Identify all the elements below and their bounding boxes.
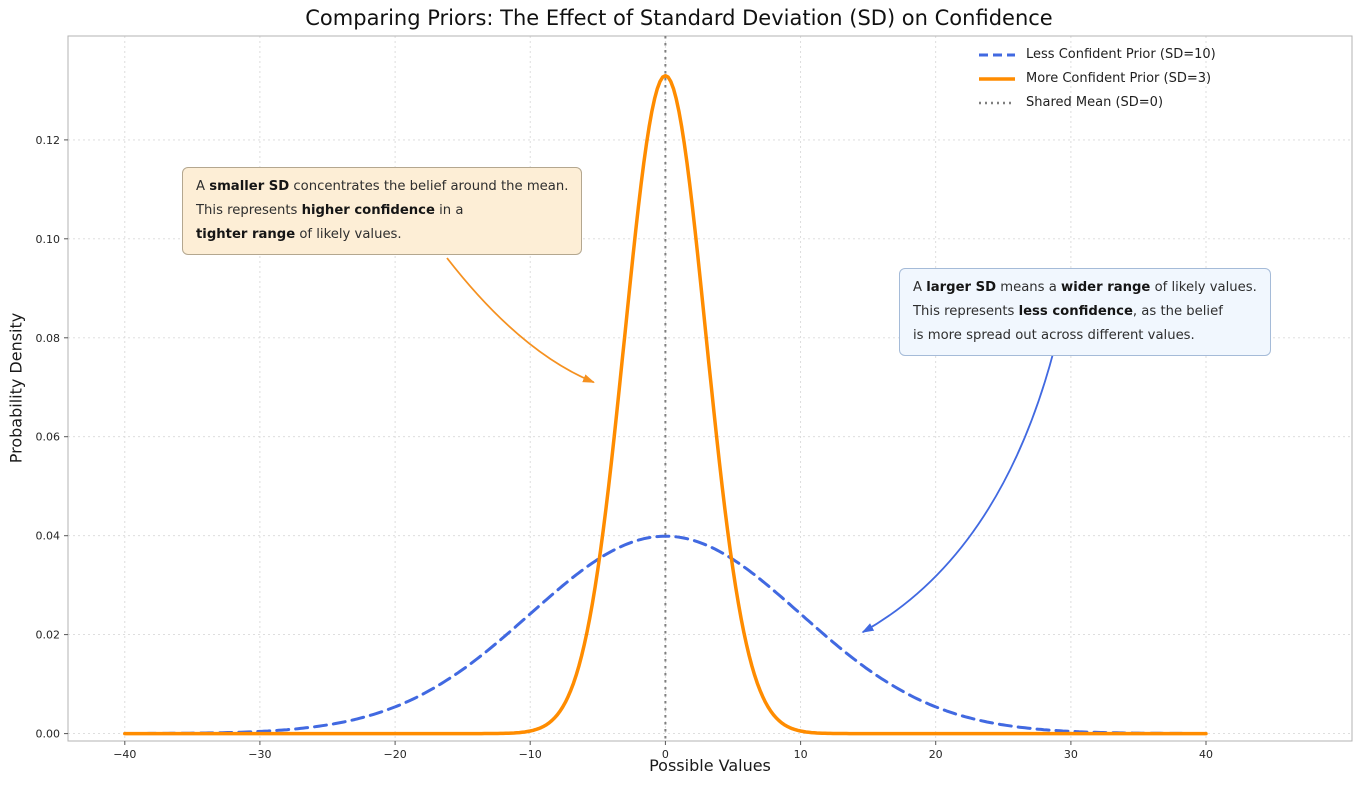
y-tick-label: 0.02 bbox=[36, 629, 61, 642]
legend-item: Shared Mean (SD=0) bbox=[978, 95, 1216, 110]
y-tick-label: 0.00 bbox=[36, 728, 61, 741]
annotation-arrow-smaller-sd bbox=[446, 257, 595, 384]
y-tick-label: 0.06 bbox=[36, 431, 61, 444]
x-tick-label: 30 bbox=[1064, 748, 1078, 761]
plot-border bbox=[67, 35, 1353, 742]
x-axis-label: Possible Values bbox=[649, 756, 771, 775]
annotation-line: This represents higher confidence in a bbox=[196, 203, 464, 218]
legend-item: Less Confident Prior (SD=10) bbox=[978, 47, 1216, 62]
x-tick-label: 20 bbox=[929, 748, 943, 761]
series-line-1 bbox=[123, 73, 1208, 736]
annotation-line: This represents less confidence, as the … bbox=[913, 304, 1223, 319]
x-tick-label: −40 bbox=[113, 748, 136, 761]
annotation-line: A smaller SD concentrates the belief aro… bbox=[196, 179, 569, 194]
legend-line-swatch bbox=[979, 53, 1015, 56]
legend-line-swatch bbox=[979, 76, 1015, 81]
annotation-smaller-sd: A smaller SD concentrates the belief aro… bbox=[182, 167, 583, 255]
x-tick-label: 10 bbox=[794, 748, 808, 761]
y-tick-label: 0.10 bbox=[36, 233, 61, 246]
annotation-arrow-larger-sd bbox=[861, 349, 1055, 633]
x-tick-label: −10 bbox=[519, 748, 542, 761]
legend-item: More Confident Prior (SD=3) bbox=[978, 71, 1216, 86]
legend-label: Less Confident Prior (SD=10) bbox=[1026, 47, 1216, 62]
annotation-line: is more spread out across different valu… bbox=[913, 328, 1195, 343]
legend-label: Shared Mean (SD=0) bbox=[1026, 95, 1164, 110]
x-tick-label: 40 bbox=[1199, 748, 1213, 761]
y-tick-label: 0.04 bbox=[36, 530, 61, 543]
annotation-line: tighter range of likely values. bbox=[196, 227, 402, 242]
x-tick-label: −20 bbox=[383, 748, 406, 761]
series-line-0 bbox=[123, 534, 1208, 735]
annotation-larger-sd: A larger SD means a wider range of likel… bbox=[899, 268, 1271, 356]
annotation-line: A larger SD means a wider range of likel… bbox=[913, 280, 1257, 295]
legend-line-swatch bbox=[979, 101, 1015, 104]
legend-label: More Confident Prior (SD=3) bbox=[1026, 71, 1212, 86]
y-axis-label: Probability Density bbox=[6, 312, 26, 464]
y-tick-label: 0.08 bbox=[36, 332, 61, 345]
x-tick-label: −30 bbox=[248, 748, 271, 761]
chart-title: Comparing Priors: The Effect of Standard… bbox=[305, 6, 1053, 30]
x-tick-label: 0 bbox=[662, 748, 669, 761]
legend: Less Confident Prior (SD=10) More Confide… bbox=[978, 47, 1216, 110]
y-tick-label: 0.12 bbox=[36, 134, 61, 147]
